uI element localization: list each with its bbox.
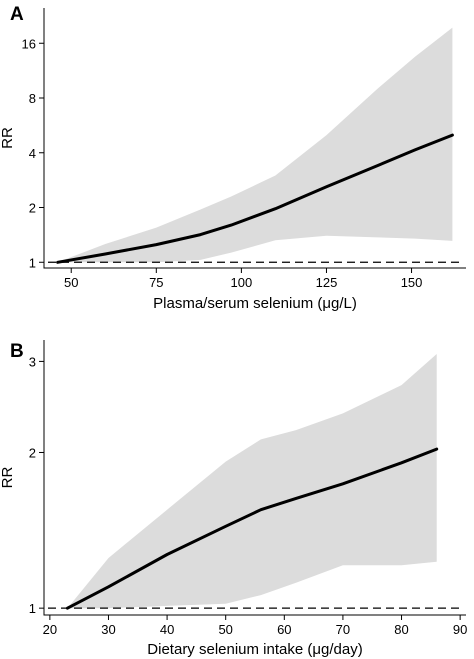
panel-b-y-tick-label: 1: [29, 601, 36, 616]
panel-b-x-tick-label: 30: [101, 622, 115, 637]
panel-a-x-tick-label: 100: [231, 275, 253, 290]
panel-a-x-tick-label: 125: [316, 275, 338, 290]
panel-b-confidence-band: [67, 354, 437, 609]
panel-a-y-tick-label: 16: [22, 36, 36, 51]
panel-b-x-tick-label: 90: [453, 622, 467, 637]
panel-b-x-tick-label: 60: [277, 622, 291, 637]
panel-b-rr-curve: [65, 447, 439, 610]
panel-a: A 50 75 100 125 150 1 2 4 8 16 Plasma/serum seleni…: [0, 4, 466, 312]
panel-b-y-tick-label: 2: [29, 445, 36, 460]
panel-a-x-tick-label: 50: [64, 275, 78, 290]
panel-a-confidence-band: [57, 27, 453, 263]
panel-a-rr-curve: [56, 133, 454, 264]
panel-b: B 20 30 40 50 60 70 80 90 1 2 3 Dietary selenium in…: [0, 340, 467, 658]
panel-a-axes: [43, 8, 466, 269]
panel-b-x-axis-title: Dietary selenium intake (μg/day): [147, 641, 362, 658]
panel-a-y-tick-label: 4: [29, 146, 36, 161]
panel-a-y-tick-label: 2: [29, 201, 36, 216]
panel-a-y-tick-label: 8: [29, 91, 36, 106]
panel-b-x-tick-label: 70: [336, 622, 350, 637]
panel-a-y-axis-title: RR: [0, 127, 16, 149]
panel-a-x-tick-label: 150: [401, 275, 423, 290]
panel-a-x-tick-label: 75: [149, 275, 163, 290]
panel-b-x-tick-label: 40: [160, 622, 174, 637]
panel-a-y-tick-label: 1: [29, 255, 36, 270]
panel-b-x-tick-label: 50: [218, 622, 232, 637]
panel-a-letter: A: [10, 4, 24, 25]
panel-a-x-axis-title: Plasma/serum selenium (μg/L): [153, 295, 357, 312]
panel-b-letter: B: [10, 341, 24, 362]
panel-b-x-tick-label: 20: [43, 622, 57, 637]
panel-b-y-axis-title: RR: [0, 467, 16, 489]
panel-b-x-tick-label: 80: [394, 622, 408, 637]
panel-b-y-tick-label: 3: [29, 354, 36, 369]
panel-b-axes: [43, 340, 466, 616]
